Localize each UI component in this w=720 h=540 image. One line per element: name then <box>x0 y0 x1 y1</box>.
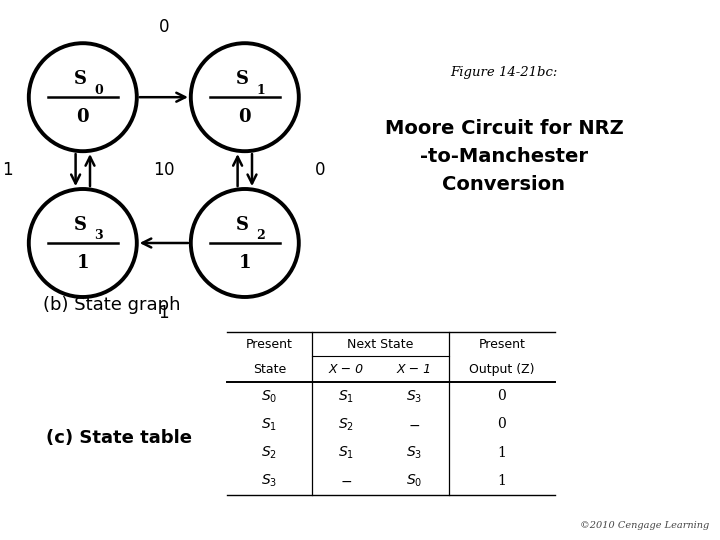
Text: X − 0: X − 0 <box>328 363 364 376</box>
Text: 1: 1 <box>498 446 506 460</box>
Text: X − 1: X − 1 <box>397 363 432 376</box>
Text: Moore Circuit for NRZ
-to-Manchester
Conversion: Moore Circuit for NRZ -to-Manchester Con… <box>384 119 624 194</box>
Text: Present: Present <box>478 338 526 351</box>
Text: 2: 2 <box>256 230 265 242</box>
Text: $S_0$: $S_0$ <box>261 388 277 404</box>
Text: S: S <box>236 216 249 234</box>
Text: 1: 1 <box>153 161 163 179</box>
Text: S: S <box>74 216 87 234</box>
Text: 0: 0 <box>498 417 506 431</box>
Text: $S_0$: $S_0$ <box>406 472 423 489</box>
Text: 0: 0 <box>238 109 251 126</box>
Text: S: S <box>236 70 249 88</box>
Text: 1: 1 <box>238 254 251 272</box>
Ellipse shape <box>29 43 137 151</box>
Text: 1: 1 <box>2 161 12 179</box>
Ellipse shape <box>191 43 299 151</box>
Text: State: State <box>253 363 286 376</box>
Ellipse shape <box>29 189 137 297</box>
Text: $S_3$: $S_3$ <box>406 388 423 404</box>
Text: 0: 0 <box>158 18 169 36</box>
Text: $S_1$: $S_1$ <box>261 416 277 433</box>
Text: 1: 1 <box>76 254 89 272</box>
Text: $-$: $-$ <box>340 474 352 488</box>
Text: 0: 0 <box>164 161 174 179</box>
Text: $S_1$: $S_1$ <box>338 388 354 404</box>
Text: (b) State graph: (b) State graph <box>43 296 180 314</box>
Text: 0: 0 <box>76 109 89 126</box>
Text: 0: 0 <box>498 389 506 403</box>
Text: $-$: $-$ <box>408 417 420 431</box>
Text: 1: 1 <box>498 474 506 488</box>
Text: Figure 14-21bc:: Figure 14-21bc: <box>450 66 558 79</box>
Text: 0: 0 <box>315 161 325 179</box>
Ellipse shape <box>191 189 299 297</box>
Text: $S_2$: $S_2$ <box>261 444 277 461</box>
Text: 1: 1 <box>256 84 265 97</box>
Text: $S_2$: $S_2$ <box>338 416 354 433</box>
Text: $S_3$: $S_3$ <box>406 444 423 461</box>
Text: 3: 3 <box>94 230 103 242</box>
Text: 0: 0 <box>94 84 103 97</box>
Text: Next State: Next State <box>347 338 413 351</box>
Text: ©2010 Cengage Learning: ©2010 Cengage Learning <box>580 521 709 530</box>
Text: 1: 1 <box>158 304 169 322</box>
Text: (c) State table: (c) State table <box>46 429 192 448</box>
Text: $S_1$: $S_1$ <box>338 444 354 461</box>
Text: Present: Present <box>246 338 293 351</box>
Text: $S_3$: $S_3$ <box>261 472 277 489</box>
Text: S: S <box>74 70 87 88</box>
Text: Output (Z): Output (Z) <box>469 363 534 376</box>
